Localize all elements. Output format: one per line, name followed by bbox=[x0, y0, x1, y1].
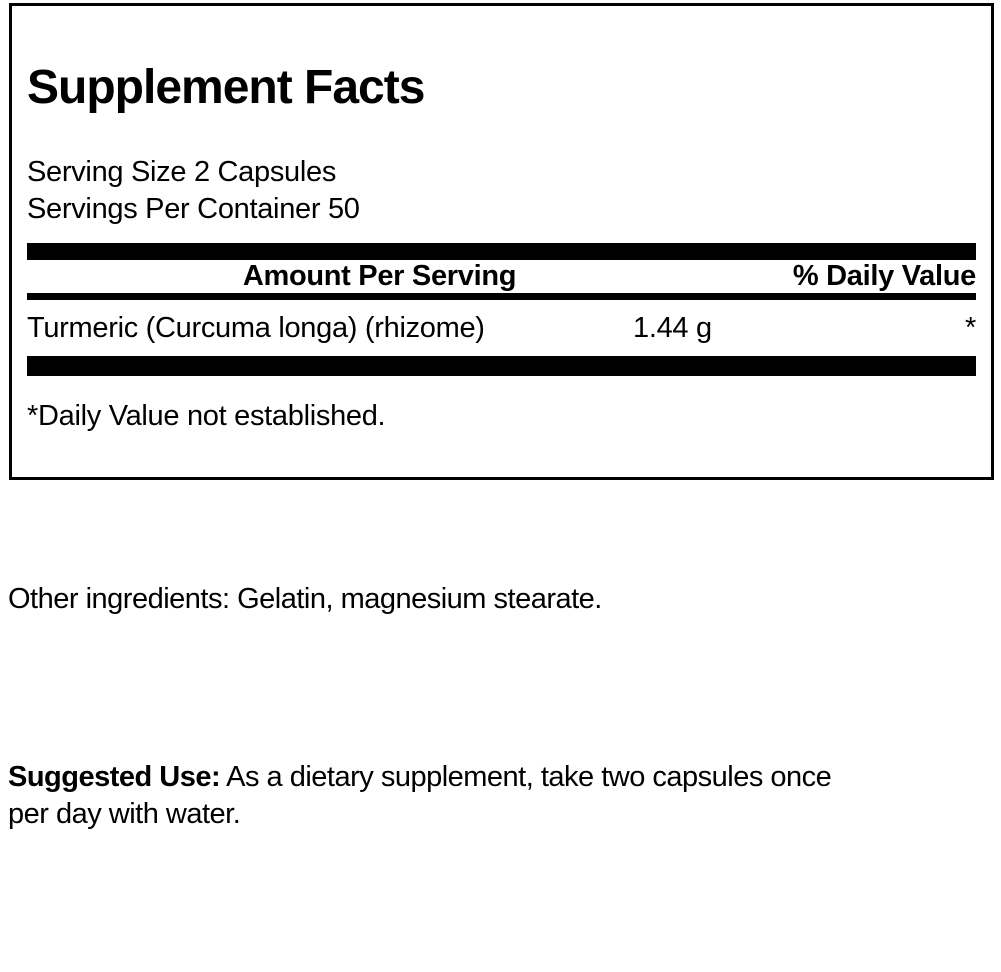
table-row: Turmeric (Curcuma longa) (rhizome) 1.44 … bbox=[27, 300, 976, 356]
ingredient-daily-value: * bbox=[965, 311, 976, 344]
suggested-use-label: Suggested Use: bbox=[8, 761, 221, 793]
ingredient-amount: 1.44 g bbox=[633, 311, 712, 344]
amount-per-serving-header: Amount Per Serving bbox=[242, 260, 517, 292]
suggested-use: Suggested Use: As a dietary supplement, … bbox=[8, 759, 998, 832]
label-details: Other ingredients: Gelatin, magnesium st… bbox=[8, 508, 998, 972]
suggested-use-text: As a dietary supplement, take two capsul… bbox=[8, 761, 832, 830]
divider-thick-top bbox=[27, 243, 976, 260]
divider-thick-bottom bbox=[27, 356, 976, 376]
serving-info: Serving Size 2 Capsules Servings Per Con… bbox=[27, 154, 976, 227]
servings-per-container: Servings Per Container 50 bbox=[27, 192, 360, 225]
ingredient-name: Turmeric (Curcuma longa) (rhizome) bbox=[27, 311, 485, 344]
other-ingredients: Other ingredients: Gelatin, magnesium st… bbox=[8, 583, 602, 615]
table-header-row: Amount Per Serving % Daily Value bbox=[27, 260, 976, 293]
panel-title: Supplement Facts bbox=[27, 61, 425, 114]
daily-value-footnote: *Daily Value not established. bbox=[27, 400, 386, 432]
supplement-facts-panel: Supplement Facts Serving Size 2 Capsules… bbox=[9, 3, 994, 480]
serving-size: Serving Size 2 Capsules bbox=[27, 156, 337, 188]
divider-medium bbox=[27, 293, 976, 300]
daily-value-header: % Daily Value bbox=[792, 260, 976, 292]
